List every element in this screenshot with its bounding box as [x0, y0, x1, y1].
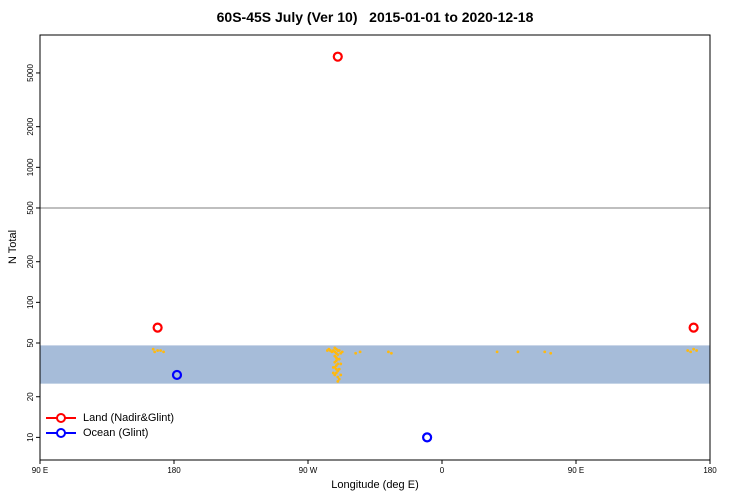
- data-point-ocean: [422, 432, 433, 443]
- map-dot: [337, 349, 341, 352]
- plot-frame: [39, 34, 711, 461]
- map-dot: [331, 371, 335, 375]
- y-tick-label: 5000: [26, 63, 35, 81]
- map-dot: [516, 350, 520, 354]
- map-dot: [159, 349, 163, 352]
- map-dot: [334, 371, 338, 375]
- y-tick-label: 2000: [26, 117, 35, 135]
- map-dot: [337, 367, 341, 371]
- y-tick-label: 500: [26, 201, 35, 215]
- data-point-land: [152, 322, 163, 333]
- map-dot: [156, 349, 160, 352]
- map-dot: [325, 349, 329, 352]
- map-dot: [340, 350, 344, 354]
- legend-label-ocean: Ocean (Glint): [83, 426, 149, 439]
- y-tick-label: 20: [26, 392, 35, 401]
- map-dot: [331, 365, 335, 369]
- legend-item-ocean: Ocean (Glint): [44, 425, 174, 440]
- map-dot: [336, 369, 340, 373]
- y-tick-label: 1000: [26, 158, 35, 176]
- map-dot: [354, 351, 358, 355]
- x-tick-label: 90 E: [568, 466, 584, 475]
- map-dot: [151, 347, 155, 351]
- map-dot: [686, 349, 690, 352]
- map-dot: [692, 347, 696, 351]
- map-dot: [389, 351, 393, 355]
- latitude-band: [40, 345, 710, 384]
- map-dot: [153, 350, 157, 354]
- x-tick-label: 90 E: [32, 466, 48, 475]
- ocean-series-symbol-icon: [46, 427, 76, 438]
- data-point-ocean: [171, 369, 183, 381]
- map-dot: [387, 350, 390, 354]
- map-dot: [334, 367, 338, 371]
- y-tick-label: 10: [26, 432, 35, 441]
- map-dot: [543, 350, 547, 354]
- map-dot: [358, 350, 362, 354]
- map-dot: [336, 353, 340, 357]
- map-dot: [689, 350, 693, 354]
- land-legend-circle-icon: [56, 412, 66, 423]
- data-point-land: [688, 322, 699, 333]
- legend: Land (Nadir&Glint) Ocean (Glint): [44, 410, 174, 440]
- map-dot: [549, 351, 553, 355]
- map-dot: [333, 373, 337, 377]
- ocean-legend-circle-icon: [56, 427, 66, 438]
- legend-label-land: Land (Nadir&Glint): [83, 411, 175, 424]
- map-dot: [333, 360, 337, 364]
- x-tick-label: 0: [440, 466, 445, 475]
- legend-item-land: Land (Nadir&Glint): [44, 410, 174, 425]
- land-series-symbol-icon: [46, 412, 76, 423]
- map-dot: [337, 357, 341, 361]
- y-tick-label: 50: [26, 338, 35, 347]
- map-dot: [337, 377, 341, 381]
- map-dot: [495, 350, 499, 354]
- x-tick-label: 180: [703, 466, 717, 475]
- map-dot: [162, 350, 165, 354]
- map-dot: [695, 349, 698, 352]
- x-tick-label: 90 W: [299, 466, 318, 475]
- map-dot: [339, 373, 343, 377]
- map-dot: [336, 379, 340, 383]
- chart-title: 60S-45S July (Ver 10) 2015-01-01 to 2020…: [216, 9, 534, 25]
- x-axis-title: Longitude (deg E): [331, 479, 419, 491]
- map-dot: [336, 375, 340, 379]
- y-tick-label: 100: [26, 295, 35, 309]
- y-axis-title: N Total: [7, 229, 19, 265]
- x-tick-label: 180: [167, 466, 181, 475]
- y-tick-label: 200: [26, 254, 35, 268]
- data-point-land: [332, 51, 343, 62]
- map-dot: [339, 362, 343, 366]
